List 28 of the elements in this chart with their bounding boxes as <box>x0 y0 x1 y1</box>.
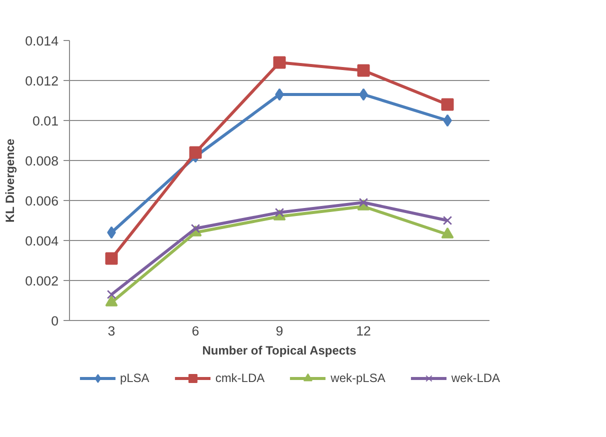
y-tick-label: 0.012 <box>25 74 59 88</box>
y-axis-title: KL Divergence <box>3 138 18 223</box>
legend-label: wek-LDA <box>451 371 500 385</box>
y-tick-label: 0.014 <box>25 34 60 48</box>
y-tick-label: 0.008 <box>25 154 59 168</box>
x-tick-label: 3 <box>108 324 116 338</box>
x-tick-label: 9 <box>276 324 284 338</box>
legend-label: pLSA <box>120 371 150 385</box>
point <box>441 98 454 111</box>
x-tick-label: 12 <box>356 324 371 338</box>
point <box>357 64 370 77</box>
legend-label: wek-pLSA <box>330 371 386 385</box>
point <box>358 198 368 208</box>
point <box>106 290 116 300</box>
y-tick-label: 0.006 <box>25 194 59 208</box>
point <box>442 216 452 226</box>
x-axis-title: Number of Topical Aspects <box>202 344 357 358</box>
y-tick-label: 0.002 <box>25 274 59 288</box>
point <box>189 146 202 159</box>
point <box>190 224 200 234</box>
y-tick-label: 0 <box>51 314 59 328</box>
y-tick-label: 0.01 <box>32 114 59 128</box>
y-tick-label: 0.004 <box>25 234 60 248</box>
legend-label: cmk-LDA <box>215 371 265 385</box>
point <box>273 56 286 69</box>
point <box>274 208 284 218</box>
point <box>105 252 118 265</box>
x-tick-label: 6 <box>192 324 200 338</box>
